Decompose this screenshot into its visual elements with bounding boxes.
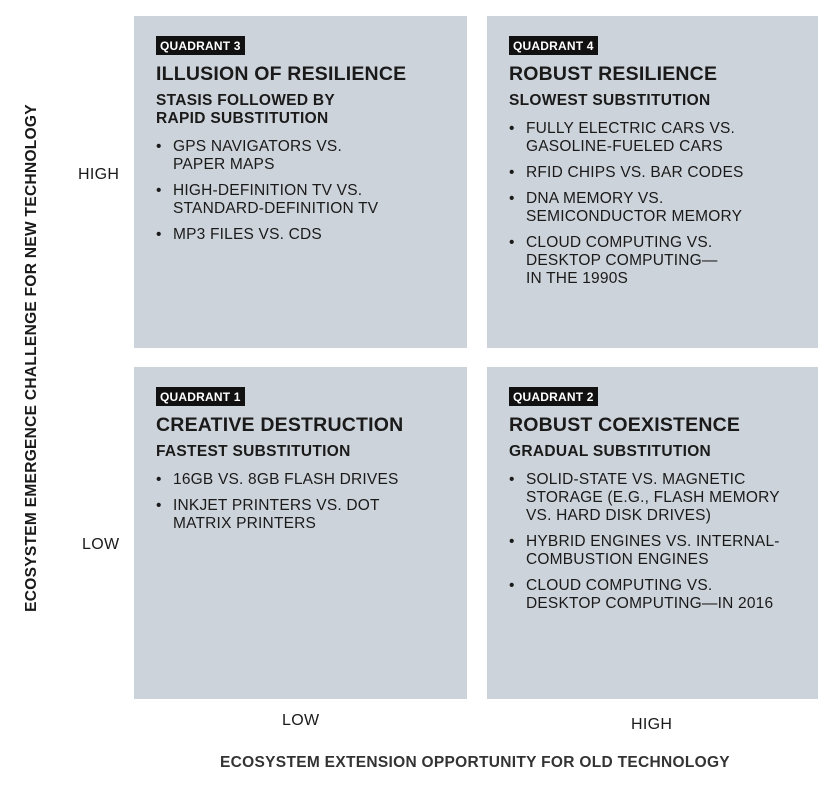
list-item: DNA MEMORY VS. SEMICONDUCTOR MEMORY	[509, 190, 798, 226]
list-item: HIGH-DEFINITION TV VS. STANDARD-DEFINITI…	[156, 182, 447, 218]
quadrant-2: QUADRANT 2 ROBUST COEXISTENCE GRADUAL SU…	[487, 367, 818, 699]
quadrant-3-list: GPS NAVIGATORS VS. PAPER MAPS HIGH-DEFIN…	[156, 138, 447, 244]
quadrant-2-tag: QUADRANT 2	[509, 387, 598, 406]
y-axis-low-label: LOW	[82, 536, 120, 553]
quadrant-3-title: ILLUSION OF RESILIENCE	[156, 63, 407, 85]
y-axis-title: ECOSYSTEM EMERGENCE CHALLENGE FOR NEW TE…	[23, 104, 40, 612]
quadrant-4-title: ROBUST RESILIENCE	[509, 63, 718, 85]
list-item: INKJET PRINTERS VS. DOT MATRIX PRINTERS	[156, 497, 447, 533]
list-item: RFID CHIPS VS. BAR CODES	[509, 164, 798, 182]
quadrant-4: QUADRANT 4 ROBUST RESILIENCE SLOWEST SUB…	[487, 16, 818, 348]
list-item: FULLY ELECTRIC CARS VS. GASOLINE-FUELED …	[509, 120, 798, 156]
quadrant-1: QUADRANT 1 CREATIVE DESTRUCTION FASTEST …	[134, 367, 467, 699]
list-item: CLOUD COMPUTING VS. DESKTOP COMPUTING— I…	[509, 234, 798, 288]
x-axis-high-label: HIGH	[631, 716, 673, 733]
x-axis-low-label: LOW	[282, 712, 320, 729]
quadrant-3: QUADRANT 3 ILLUSION OF RESILIENCE STASIS…	[134, 16, 467, 348]
quadrant-4-subtitle: SLOWEST SUBSTITUTION	[509, 92, 711, 109]
quadrant-4-tag: QUADRANT 4	[509, 36, 598, 55]
quadrant-1-title: CREATIVE DESTRUCTION	[156, 414, 404, 436]
quadrant-3-tag: QUADRANT 3	[156, 36, 245, 55]
list-item: 16GB VS. 8GB FLASH DRIVES	[156, 471, 447, 489]
quadrant-1-subtitle: FASTEST SUBSTITUTION	[156, 443, 351, 460]
list-item: MP3 FILES VS. CDS	[156, 226, 447, 244]
quadrant-3-subtitle: STASIS FOLLOWED BY RAPID SUBSTITUTION	[156, 92, 336, 127]
quadrant-2-list: SOLID-STATE VS. MAGNETIC STORAGE (E.G., …	[509, 471, 798, 613]
quadrant-2-subtitle: GRADUAL SUBSTITUTION	[509, 443, 712, 460]
quadrant-1-tag: QUADRANT 1	[156, 387, 245, 406]
quadrant-4-list: FULLY ELECTRIC CARS VS. GASOLINE-FUELED …	[509, 120, 798, 288]
list-item: CLOUD COMPUTING VS. DESKTOP COMPUTING—IN…	[509, 577, 798, 613]
quadrant-2-title: ROBUST COEXISTENCE	[509, 414, 741, 436]
list-item: GPS NAVIGATORS VS. PAPER MAPS	[156, 138, 447, 174]
y-axis-high-label: HIGH	[78, 166, 120, 183]
list-item: HYBRID ENGINES VS. INTERNAL- COMBUSTION …	[509, 533, 798, 569]
x-axis-title: ECOSYSTEM EXTENSION OPPORTUNITY FOR OLD …	[220, 754, 730, 771]
quadrant-1-list: 16GB VS. 8GB FLASH DRIVES INKJET PRINTER…	[156, 471, 447, 533]
list-item: SOLID-STATE VS. MAGNETIC STORAGE (E.G., …	[509, 471, 798, 525]
